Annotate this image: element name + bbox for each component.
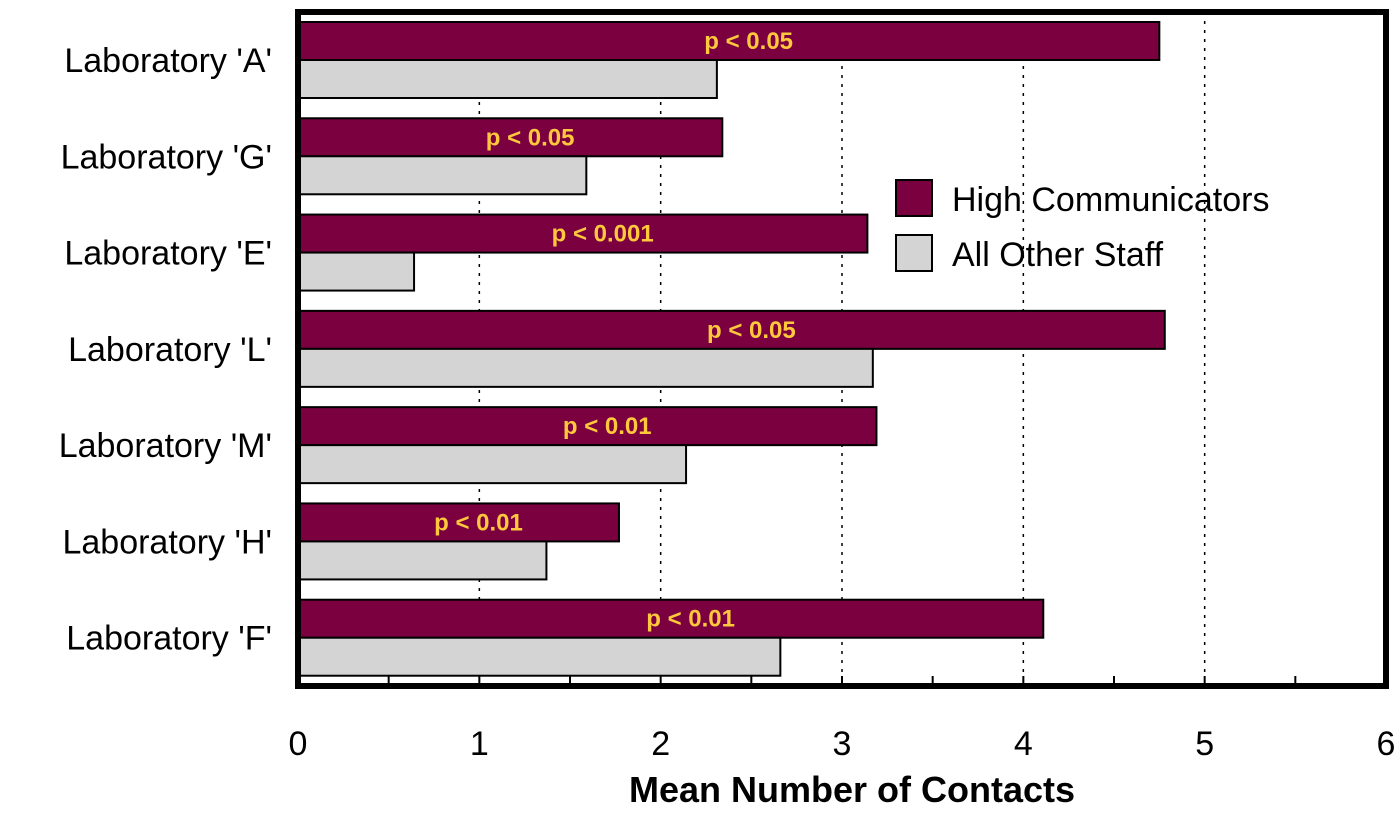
legend-swatch [895, 179, 933, 217]
x-tick-label: 1 [470, 725, 489, 763]
p-value-annotations: p < 0.05 p < 0.05 p < 0.001 p < 0.05 p < 0.0… [434, 28, 796, 633]
x-tick-label: 2 [651, 725, 670, 763]
legend-swatch [895, 234, 933, 272]
bar-all-other-staff [297, 540, 548, 581]
bar-high-communicators [297, 117, 724, 158]
bars [297, 21, 1166, 677]
category-labels: Laboratory 'A' Laboratory 'G' Laboratory '… [59, 42, 272, 658]
bar-all-other-staff [297, 251, 416, 292]
bar-all-other-staff [297, 155, 588, 196]
p-value-label: p < 0.05 [704, 28, 793, 55]
legend-label: High Communicators [952, 181, 1269, 219]
bar-all-other-staff [297, 444, 688, 485]
p-value-label: p < 0.01 [563, 413, 652, 440]
x-tick-label: 3 [833, 725, 852, 763]
category-label: Laboratory 'L' [68, 331, 272, 369]
bar-high-communicators [297, 213, 869, 254]
x-tick-label: 5 [1195, 725, 1214, 763]
category-label: Laboratory 'A' [64, 42, 272, 80]
legend: High Communicators All Other Staff [895, 179, 1269, 274]
x-tick-label: 0 [289, 725, 308, 763]
legend-label: All Other Staff [952, 236, 1164, 274]
p-value-label: p < 0.05 [486, 124, 575, 151]
category-label: Laboratory 'E' [64, 235, 272, 273]
p-value-label: p < 0.05 [707, 317, 796, 344]
category-label: Laboratory 'M' [59, 427, 272, 465]
bar-all-other-staff [297, 636, 782, 677]
p-value-label: p < 0.01 [646, 606, 735, 633]
category-label: Laboratory 'G' [61, 138, 272, 176]
bar-high-communicators [297, 309, 1166, 350]
bar-all-other-staff [297, 59, 718, 99]
p-value-label: p < 0.01 [434, 509, 523, 536]
bar-all-other-staff [297, 347, 874, 388]
x-tick-label: 4 [1014, 725, 1033, 763]
p-value-label: p < 0.001 [552, 221, 654, 248]
x-axis-title: Mean Number of Contacts [629, 769, 1075, 810]
category-label: Laboratory 'F' [66, 620, 272, 658]
x-axis-ticks: 0 1 2 3 4 5 6 [289, 676, 1396, 763]
x-tick-label: 6 [1377, 725, 1396, 763]
category-label: Laboratory 'H' [62, 523, 272, 561]
